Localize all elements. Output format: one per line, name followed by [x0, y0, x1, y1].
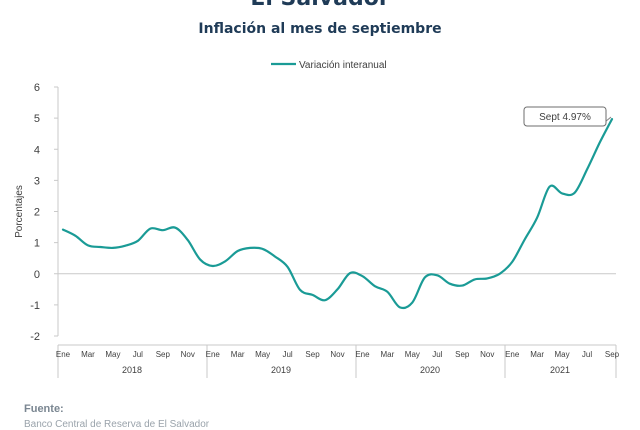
year-label: 2021: [550, 365, 570, 375]
x-tick-label: Nov: [480, 350, 494, 359]
x-tick-label: Sep: [455, 350, 470, 359]
x-tick-label: Nov: [181, 350, 195, 359]
year-label: 2019: [271, 365, 291, 375]
chart-subtitle: Inflación al mes de septiembre: [198, 21, 442, 37]
y-tick-label: 3: [34, 175, 40, 187]
x-tick-label: Ene: [206, 350, 221, 359]
x-tick-label: Sep: [156, 350, 171, 359]
x-tick-label: Mar: [231, 350, 245, 359]
legend-label: Variación interanual: [299, 60, 387, 71]
x-tick-label: Ene: [355, 350, 370, 359]
x-tick-label: Sep: [305, 350, 320, 359]
y-tick-label: -1: [30, 300, 40, 312]
x-tick-label: Jul: [282, 350, 292, 359]
y-tick-label: -2: [30, 331, 40, 343]
x-tick-label: Mar: [530, 350, 544, 359]
annotation-box: [523, 106, 607, 127]
x-tick-label: May: [105, 350, 120, 359]
year-label: 2020: [420, 365, 440, 375]
x-tick-label: Sep: [605, 350, 620, 359]
y-tick-label: 2: [34, 207, 40, 219]
source-text: Banco Central de Reserva de El Salvador: [24, 419, 210, 430]
x-tick-label: May: [255, 350, 270, 359]
y-tick-label: 4: [34, 144, 40, 156]
series-line-variacion-interanual: [61, 118, 614, 310]
y-tick-label: 6: [34, 82, 40, 94]
x-tick-label: Nov: [330, 350, 344, 359]
year-label: 2018: [122, 365, 142, 375]
x-tick-label: Mar: [81, 350, 95, 359]
x-tick-label: Jul: [133, 350, 143, 359]
chart-title: El Salvador: [0, 0, 640, 11]
x-tick-label: Jul: [432, 350, 442, 359]
x-tick-label: May: [405, 350, 420, 359]
y-tick-label: 0: [34, 269, 40, 281]
x-tick-label: Ene: [56, 350, 71, 359]
source-label: Fuente:: [24, 403, 64, 415]
x-tick-label: Jul: [582, 350, 592, 359]
y-axis-title: Porcentajes: [14, 185, 25, 238]
x-tick-label: Ene: [505, 350, 520, 359]
y-tick-label: 1: [34, 238, 40, 250]
annotation-label: Sept 4.97%: [539, 112, 591, 123]
y-tick-label: 5: [34, 113, 40, 125]
x-tick-label: Mar: [381, 350, 395, 359]
x-tick-label: May: [555, 350, 570, 359]
